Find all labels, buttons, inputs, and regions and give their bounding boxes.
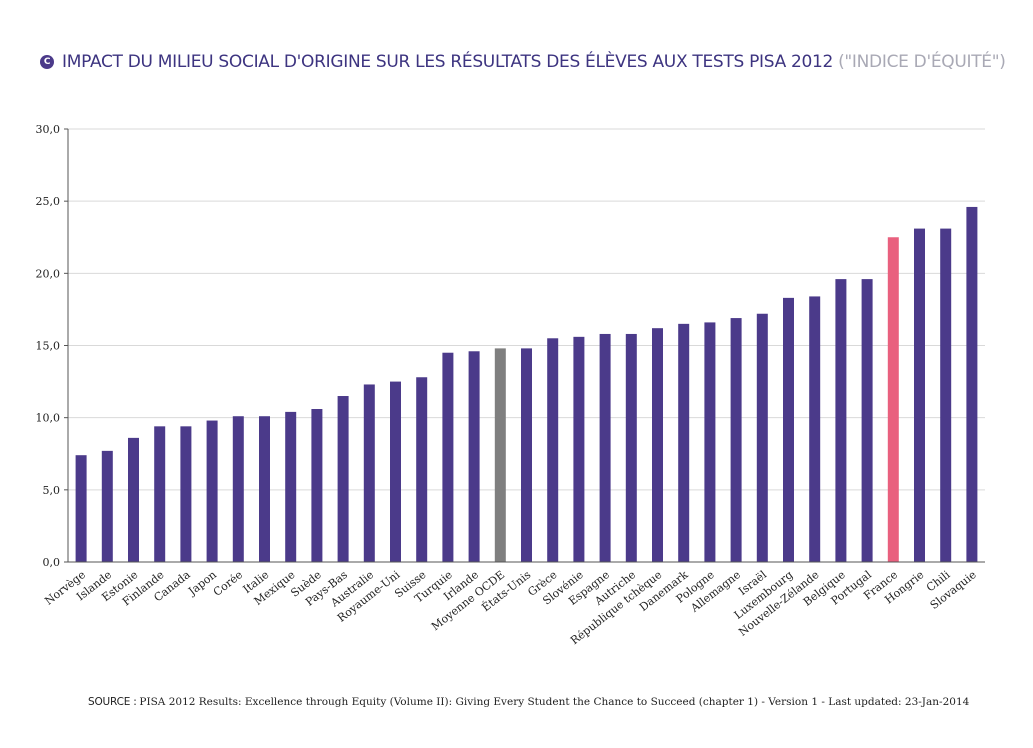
bar (573, 336, 585, 562)
bar (232, 416, 244, 562)
y-axis-ticks: 0,0 5,0 10,0 15,0 20,0 25,0 30,0 (36, 123, 68, 569)
bar (206, 420, 218, 562)
bar-chart: 0,0 5,0 10,0 15,0 20,0 25,0 30,0 NorvègeIsland… (36, 123, 985, 647)
bar (285, 411, 297, 562)
y-tick-label: 25,0 (36, 195, 61, 208)
bar (835, 279, 847, 562)
bar (652, 328, 663, 562)
chart-title-row: C IMPACT DU MILIEU SOCIAL D'ORIGINE SUR … (40, 50, 1006, 74)
bar (704, 322, 716, 562)
chart-subtitle: ("INDICE D'ÉQUITÉ") (838, 52, 1006, 72)
y-tick-label: 10,0 (36, 412, 61, 425)
bar (940, 228, 952, 562)
bar (521, 348, 532, 562)
source-text: PISA 2012 Results: Excellence through Eq… (139, 696, 970, 708)
x-axis-labels: NorvègeIslandeEstonieFinlandeCanadaJapon… (42, 567, 978, 647)
axes (67, 129, 985, 563)
bar (547, 338, 559, 562)
y-tick-label: 0,0 (43, 556, 61, 569)
section-badge: C (40, 55, 54, 69)
bar (75, 455, 87, 562)
bar (337, 396, 349, 562)
bars (75, 206, 978, 562)
bar (887, 237, 899, 562)
bar (625, 333, 637, 562)
bar (154, 426, 166, 562)
bar (311, 409, 323, 562)
bar (783, 297, 794, 562)
bar (861, 279, 873, 562)
source-note: SOURCE : PISA 2012 Results: Excellence t… (88, 696, 969, 708)
bar (809, 296, 821, 562)
bar (966, 206, 978, 562)
bar (468, 351, 480, 562)
bar (416, 377, 428, 562)
y-tick-label: 5,0 (43, 484, 61, 497)
y-tick-label: 20,0 (36, 267, 61, 280)
bar (363, 384, 375, 562)
bar (730, 318, 742, 562)
bar (678, 323, 690, 562)
bar (599, 333, 611, 562)
bar (390, 381, 401, 562)
bar (101, 450, 113, 562)
y-tick-label: 15,0 (36, 340, 61, 353)
bar (128, 437, 139, 562)
bar (259, 416, 270, 562)
bar (756, 313, 768, 562)
y-tick-label: 30,0 (36, 123, 61, 136)
gridlines (68, 128, 985, 491)
source-label: SOURCE : (88, 696, 137, 708)
bar (180, 426, 192, 562)
x-tick-label: Corée (211, 568, 245, 599)
bar (494, 348, 506, 562)
chart-title: IMPACT DU MILIEU SOCIAL D'ORIGINE SUR LE… (62, 52, 834, 72)
bar (442, 352, 454, 562)
bar (914, 228, 925, 562)
